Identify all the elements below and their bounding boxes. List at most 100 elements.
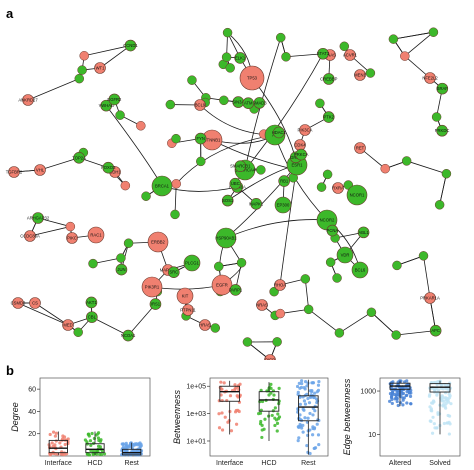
network-edge xyxy=(396,330,436,336)
network-edge xyxy=(99,45,131,69)
data-point xyxy=(233,383,237,387)
data-point xyxy=(440,399,444,403)
network-node: PTPN11 xyxy=(180,304,196,316)
network-node: HDAC1 xyxy=(272,126,287,139)
data-point xyxy=(236,408,240,412)
network-edge xyxy=(91,316,129,336)
data-point xyxy=(303,402,308,406)
data-point xyxy=(431,415,435,419)
network-node: CBL xyxy=(86,311,98,323)
network-edge xyxy=(308,309,340,334)
y-tick-label: 1e+05 xyxy=(186,384,206,391)
network-node: AKT1 xyxy=(85,296,97,309)
y-axis-title: Edge betweenness xyxy=(342,378,352,455)
network-node xyxy=(332,273,342,283)
plot-frame xyxy=(379,377,461,457)
network-node xyxy=(441,168,452,179)
network-node xyxy=(120,180,131,191)
node-label: SMARCA4 xyxy=(235,168,256,173)
data-point xyxy=(260,399,265,404)
data-point xyxy=(403,380,407,384)
data-point xyxy=(97,438,101,443)
node-label: RXRA xyxy=(332,186,344,191)
data-point xyxy=(311,433,315,437)
node-label: WT1 xyxy=(96,66,106,71)
network-node: VDR xyxy=(336,246,354,264)
data-point xyxy=(88,439,93,443)
network-node xyxy=(171,133,181,144)
network-node xyxy=(196,156,206,167)
data-point xyxy=(271,409,275,413)
data-point xyxy=(276,412,280,416)
network-node xyxy=(242,337,253,347)
data-point xyxy=(90,431,94,436)
box-hcd xyxy=(83,431,107,457)
data-point xyxy=(92,436,97,441)
network-node: ARHGAP32 xyxy=(27,212,50,224)
box xyxy=(298,395,319,422)
x-tick-label: HCD xyxy=(261,460,276,467)
node-label: CREBBP xyxy=(320,76,337,81)
network-edge xyxy=(339,311,372,334)
data-point xyxy=(87,432,91,436)
node-label: AKT1 xyxy=(86,300,97,305)
node-label: SRC xyxy=(169,270,178,275)
network-node xyxy=(391,330,401,340)
node-label: HDAC1 xyxy=(272,130,287,135)
data-point xyxy=(295,384,300,389)
network-node xyxy=(79,51,89,61)
data-point xyxy=(433,426,437,430)
node-label: TP53 xyxy=(247,76,258,81)
network-node: RHOA xyxy=(274,279,286,291)
network-node xyxy=(418,251,429,261)
node-label: PIK3CA xyxy=(298,128,313,133)
network-node: CCND1 xyxy=(123,39,138,52)
node-label: GRB2 xyxy=(290,155,302,160)
data-point xyxy=(220,428,225,432)
node-label: NRAS xyxy=(256,303,268,308)
data-point xyxy=(315,422,319,426)
node-label: HRAS xyxy=(199,323,211,328)
data-point xyxy=(121,442,125,446)
network-node xyxy=(380,163,390,174)
data-point xyxy=(401,403,405,407)
network-node: CSMD3 xyxy=(11,297,26,309)
y-tick-label: 40 xyxy=(28,409,36,416)
box-rest xyxy=(120,441,144,457)
network-edge xyxy=(439,173,447,205)
data-point xyxy=(300,381,304,386)
network-graph: TP53 CTNNB1 ERBB2 EGFR PIK3R1 RAC1 KIT MAP2K4 PT… xyxy=(6,27,452,360)
data-point xyxy=(296,438,300,443)
data-point xyxy=(306,416,310,420)
data-point xyxy=(313,391,317,395)
data-point xyxy=(312,427,316,431)
network-node xyxy=(210,323,221,333)
data-point xyxy=(48,432,52,437)
x-tick-label: Rest xyxy=(124,460,138,467)
node-label: BRCA1 xyxy=(155,184,170,189)
node-label: VDR xyxy=(341,253,350,258)
data-point xyxy=(308,411,312,416)
node-label: PIKC xyxy=(67,236,77,241)
network-node xyxy=(171,179,181,189)
data-point xyxy=(54,431,58,435)
network-node: EP300 xyxy=(274,196,292,214)
network-node xyxy=(88,258,98,269)
node-label: RB1 xyxy=(280,179,289,184)
network-node xyxy=(73,327,83,337)
node-label: ABL1 xyxy=(358,230,369,235)
node-label: NCOR1 xyxy=(350,193,365,198)
network-node: VHL xyxy=(34,164,46,176)
network-node xyxy=(116,253,126,263)
network-node xyxy=(165,99,176,110)
box-interface xyxy=(47,430,70,457)
data-point xyxy=(89,443,93,447)
data-point xyxy=(302,385,306,390)
data-point xyxy=(408,394,413,398)
network-node: ACVR1 xyxy=(343,49,358,61)
data-point xyxy=(233,410,238,414)
network-node: CREBBP xyxy=(320,73,338,85)
x-tick-label: Altered xyxy=(389,460,411,467)
network-node xyxy=(74,73,85,84)
node-label: TOP2A xyxy=(72,155,86,160)
